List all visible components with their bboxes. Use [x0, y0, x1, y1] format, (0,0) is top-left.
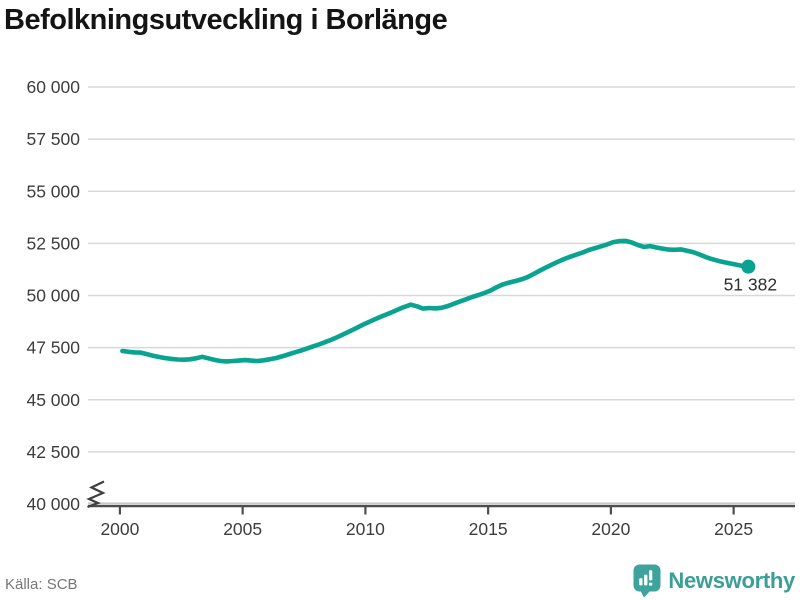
chart-title: Befolkningsutveckling i Borlänge — [4, 4, 448, 36]
newsworthy-brand: Newsworthy — [633, 563, 795, 599]
y-axis-tick-label: 40 000 — [26, 494, 80, 514]
end-point-label: 51 382 — [724, 275, 778, 295]
y-axis-tick-label: 60 000 — [26, 77, 80, 97]
population-line — [120, 238, 751, 364]
y-axis-tick-label: 50 000 — [26, 286, 80, 306]
y-axis-tick-label: 55 000 — [26, 181, 80, 201]
y-axis-tick-label: 57 500 — [26, 129, 80, 149]
y-axis-tick-label: 42 500 — [26, 442, 80, 462]
end-point-dot — [741, 259, 756, 274]
y-axis-tick-label: 52 500 — [26, 233, 80, 253]
axis-break-icon — [86, 480, 106, 509]
x-axis-tick-label: 2025 — [714, 519, 753, 539]
x-axis-tick-label: 2020 — [591, 519, 630, 539]
x-axis-tick-label: 2005 — [223, 519, 262, 539]
x-axis-tick-label: 2010 — [346, 519, 385, 539]
source-note: Källa: SCB — [5, 576, 78, 593]
newsworthy-logo-icon — [633, 564, 661, 598]
y-axis-tick-label: 45 000 — [26, 390, 80, 410]
x-axis-tick-label: 2015 — [469, 519, 508, 539]
newsworthy-wordmark: Newsworthy — [668, 568, 795, 593]
line-chart: 40 000 42 500 45 000 47 500 50 000 52 500 55 0… — [26, 77, 795, 539]
y-axis-tick-label: 47 500 — [26, 338, 80, 358]
x-axis-tick-label: 2000 — [100, 519, 139, 539]
